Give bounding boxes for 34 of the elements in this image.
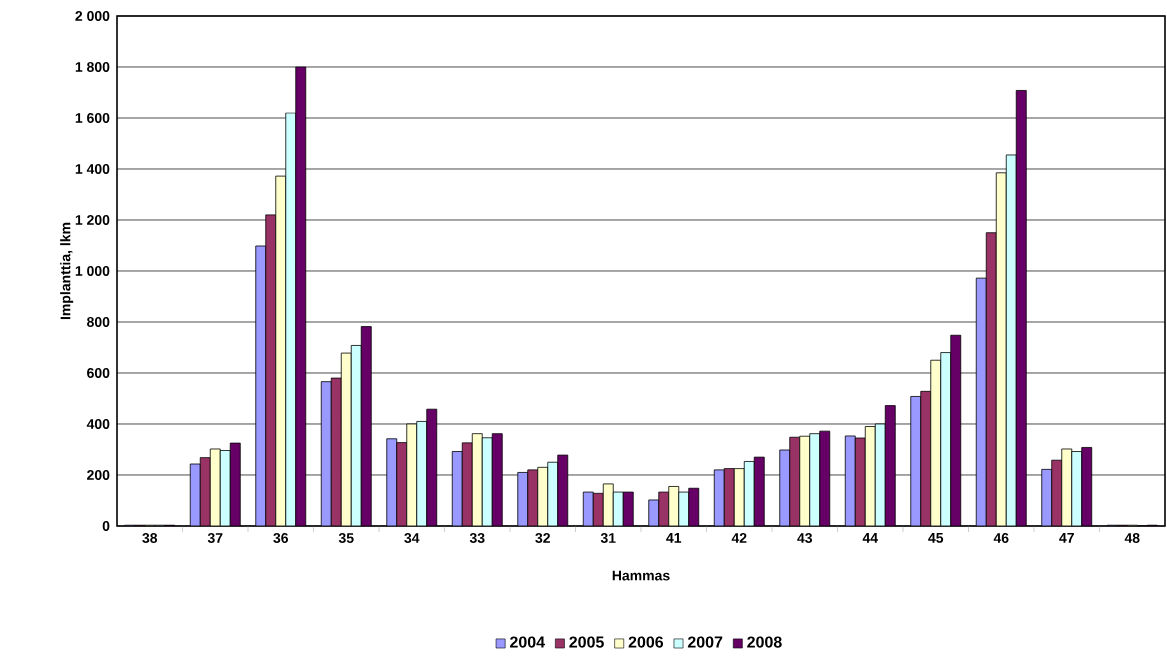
x-tick-label: 35 [338, 533, 354, 544]
y-tick-label: 1 400 [75, 164, 110, 175]
x-tick-label: 33 [469, 533, 485, 544]
y-tick-label: 600 [87, 368, 110, 379]
x-axis-title: Hammas [612, 570, 670, 581]
legend-label: 2007 [687, 636, 723, 648]
x-tick-label: 37 [207, 533, 223, 544]
y-tick-label: 1 200 [75, 215, 110, 226]
y-tick-label: 400 [86, 419, 110, 430]
x-tick-label: 43 [797, 533, 813, 544]
y-tick-label: 1 000 [75, 266, 110, 277]
y-tick-label: 200 [87, 470, 110, 481]
y-tick-label: 1 600 [75, 113, 110, 124]
y-axis-title: Implanttia, lkm [60, 223, 74, 320]
x-tick-label: 36 [273, 533, 289, 544]
x-tick-label: 31 [600, 533, 616, 544]
x-tick-label: 42 [731, 533, 747, 544]
x-tick-label: 47 [1059, 533, 1074, 543]
x-tick-label: 45 [928, 533, 944, 544]
legend-label: 2006 [628, 636, 664, 648]
legend-label: 2005 [569, 636, 604, 648]
y-tick-label: 0 [102, 521, 110, 532]
x-tick-label: 48 [1124, 533, 1140, 544]
y-tick-label: 800 [87, 317, 110, 328]
legend-label: 2004 [510, 636, 545, 648]
x-tick-label: 38 [142, 533, 158, 544]
x-tick-label: 46 [993, 533, 1009, 544]
x-tick-label: 44 [862, 533, 878, 543]
y-tick-label: 1 800 [75, 62, 110, 73]
x-tick-label: 34 [404, 533, 420, 544]
x-tick-label: 41 [666, 533, 682, 543]
x-tick-label: 32 [535, 533, 550, 544]
legend-label: 2008 [747, 636, 782, 648]
y-tick-label: 2 000 [75, 11, 110, 22]
